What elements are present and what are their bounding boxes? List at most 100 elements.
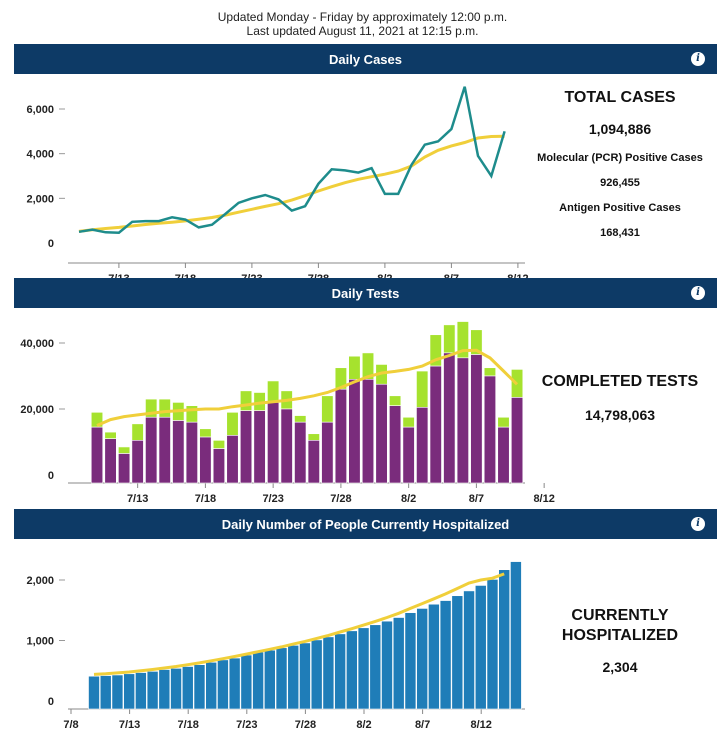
- pcr-bar: [158, 416, 171, 484]
- pcr-bar: [240, 410, 253, 484]
- hospitalized-bar: [474, 585, 487, 710]
- hospitalized-bar: [369, 624, 382, 710]
- daily-cases-chart: 02,0004,0006,0007/137/187/237/288/28/78/…: [26, 86, 529, 285]
- pcr-bar: [510, 397, 524, 484]
- pcr-bar: [389, 405, 402, 484]
- hospitalized-bar: [217, 659, 229, 710]
- pcr-bar: [348, 379, 361, 484]
- pcr-bar: [416, 407, 429, 484]
- hospitalized-bar: [287, 645, 300, 710]
- hospitalized-bar: [416, 608, 428, 710]
- pcr-bar: [375, 383, 388, 484]
- x-tick-label: 8/12: [470, 719, 491, 731]
- x-tick-label: 8/2: [401, 493, 416, 505]
- hospitalized-bar: [428, 603, 440, 710]
- pcr-bar: [172, 420, 185, 484]
- hospitalized-bar: [111, 674, 124, 710]
- info-icon[interactable]: i: [691, 286, 705, 300]
- pcr-bar: [185, 421, 198, 484]
- cases-daily-line: [78, 86, 506, 234]
- daily-tests-header: Daily Tests i: [14, 278, 717, 308]
- hospitalized-bar: [123, 673, 135, 710]
- hospitalized-bar: [346, 630, 358, 710]
- pcr-bar: [361, 379, 375, 484]
- hospitalized-value: 2,304: [602, 659, 638, 675]
- daily-cases-header: Daily Cases i: [14, 44, 717, 74]
- pcr-bar: [497, 426, 510, 484]
- antigen-bar: [389, 395, 402, 407]
- hospitalized-bar: [193, 664, 206, 710]
- antigen-bar: [443, 324, 456, 354]
- antigen-bar: [483, 367, 497, 377]
- y-tick-label: 0: [48, 470, 54, 482]
- pcr-bar: [131, 440, 144, 484]
- hospitalized-bar: [135, 672, 147, 710]
- antigen-bar: [497, 416, 510, 428]
- y-tick-label: 6,000: [26, 104, 54, 116]
- daily-cases-title: Daily Cases: [329, 51, 402, 67]
- hospitalized-bar: [463, 590, 475, 710]
- hospitalized-bar: [451, 595, 464, 710]
- pcr-bar: [321, 421, 334, 484]
- info-icon[interactable]: i: [691, 52, 705, 66]
- x-tick-label: 7/23: [236, 719, 257, 731]
- hospitalized-bar: [275, 647, 288, 710]
- completed-tests-value: 14,798,063: [584, 407, 656, 423]
- daily-tests-chart: 0 20,000 40,000 7/13 7/18 7/23 7/28 8/2 8/7 8/12: [20, 321, 555, 505]
- antigen-bar: [416, 370, 429, 408]
- info-icon[interactable]: i: [691, 517, 705, 531]
- antigen-bar: [158, 398, 171, 418]
- antigen-bar: [199, 428, 212, 438]
- hospitalized-average-line: [93, 572, 505, 676]
- pcr-bar: [118, 453, 131, 484]
- daily-tests-title: Daily Tests: [331, 285, 400, 301]
- hospitalized-bar: [158, 669, 171, 710]
- antigen-bar: [226, 412, 239, 436]
- x-tick-label: 7/28: [295, 719, 316, 731]
- pcr-bar: [307, 440, 320, 484]
- antigen-bar: [131, 423, 144, 441]
- hospitalized-bar: [228, 657, 241, 710]
- x-tick-label: 8/2: [356, 719, 371, 731]
- antigen-bar: [118, 446, 131, 454]
- x-tick-label: 7/8: [63, 719, 78, 731]
- currently-hospitalized-panel: CURRENTLY HOSPITALIZED 2,304: [535, 607, 705, 675]
- completed-tests-panel: COMPLETED TESTS 14,798,063: [535, 373, 705, 423]
- pcr-bar: [226, 435, 239, 484]
- pcr-bar: [294, 421, 307, 484]
- pcr-bar: [104, 438, 117, 484]
- hospitalized-title: Daily Number of People Currently Hospita…: [221, 516, 510, 532]
- x-tick-label: 7/13: [119, 719, 140, 731]
- hospitalized-bar: [299, 642, 311, 710]
- pcr-label: Molecular (PCR) Positive Cases: [537, 152, 703, 164]
- antigen-value: 168,431: [600, 227, 640, 239]
- antigen-bar: [294, 415, 307, 423]
- antigen-bar: [348, 355, 361, 380]
- x-tick-label: 8/7: [469, 493, 484, 505]
- hospitalized-chart: 0 1,000 2,000 7/8 7/13 7/18 7/23 7/28 8/2 8/7 8/12: [26, 561, 525, 731]
- y-tick-label: 0: [48, 238, 54, 250]
- completed-tests-label: COMPLETED TESTS: [541, 373, 699, 390]
- hospitalized-bar: [170, 668, 182, 710]
- antigen-bar: [307, 433, 320, 441]
- hospitalized-bar: [322, 636, 335, 710]
- pcr-bar: [212, 448, 225, 484]
- hospitalized-bar: [181, 666, 194, 710]
- hospitalized-bar: [498, 569, 511, 710]
- pcr-bar: [199, 436, 212, 484]
- pcr-value: 926,455: [600, 177, 640, 189]
- x-tick-label: 8/12: [533, 493, 554, 505]
- x-tick-label: 7/13: [127, 493, 148, 505]
- total-cases-label: TOTAL CASES: [564, 89, 676, 106]
- pcr-bar: [456, 357, 469, 484]
- pcr-bar: [443, 352, 456, 484]
- pcr-bar: [280, 408, 293, 484]
- pcr-bar: [402, 426, 415, 484]
- hospitalized-bar: [205, 661, 217, 710]
- pcr-bar: [429, 365, 442, 484]
- last-updated-text: Last updated August 11, 2021 at 12:15 p.…: [246, 24, 479, 38]
- pcr-bar: [253, 410, 266, 484]
- y-tick-label: 0: [48, 696, 54, 708]
- antigen-bar: [267, 380, 280, 403]
- hospitalized-bar: [88, 675, 100, 710]
